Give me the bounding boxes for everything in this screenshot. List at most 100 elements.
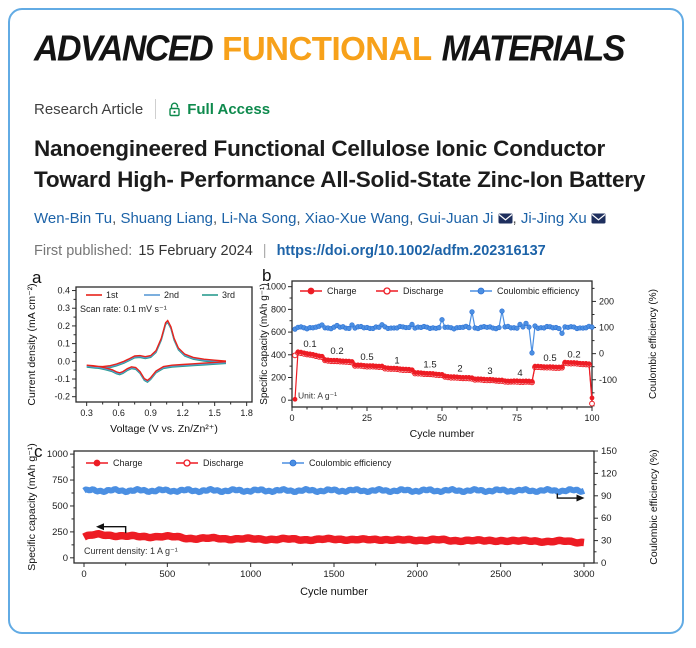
svg-text:0: 0: [81, 569, 86, 580]
article-card: ADVANCED FUNCTIONAL MATERIALS Research A…: [8, 8, 684, 634]
author-separator: ,: [112, 210, 121, 227]
svg-text:Scan rate: 0.1 mV s⁻¹: Scan rate: 0.1 mV s⁻¹: [80, 304, 167, 314]
svg-text:2: 2: [457, 363, 462, 374]
svg-text:Coulombic efficiency (%): Coulombic efficiency (%): [648, 289, 659, 399]
svg-text:Coulombic efficiency (%): Coulombic efficiency (%): [648, 449, 660, 564]
svg-text:2500: 2500: [490, 569, 511, 580]
svg-text:0: 0: [63, 553, 68, 564]
open-lock-icon: [169, 102, 180, 116]
article-title: Nanoengineered Functional Cellulose Ioni…: [34, 136, 646, 192]
svg-text:Specific capacity (mAh g⁻¹): Specific capacity (mAh g⁻¹): [26, 443, 38, 571]
svg-text:60: 60: [601, 513, 612, 524]
svg-text:Discharge: Discharge: [403, 286, 444, 296]
svg-text:Current density (mA cm⁻²): Current density (mA cm⁻²): [26, 283, 38, 405]
authors-line: Wen-Bin Tu, Shuang Liang, Li-Na Song, Xi…: [34, 209, 658, 230]
svg-text:500: 500: [52, 501, 68, 512]
logo-part-1: FUNCTIONAL: [222, 30, 432, 67]
doi-link[interactable]: https://doi.org/10.1002/adfm.202316137: [276, 243, 546, 259]
svg-text:1000: 1000: [266, 282, 286, 292]
svg-text:Charge: Charge: [113, 458, 143, 468]
published-date: 15 February 2024: [138, 243, 253, 259]
svg-text:Cycle number: Cycle number: [300, 586, 368, 598]
svg-text:30: 30: [601, 536, 612, 547]
author-separator: ,: [409, 210, 418, 227]
svg-text:-100: -100: [599, 375, 617, 385]
svg-text:100: 100: [584, 413, 599, 423]
figure-panel-a[interactable]: a 0.3 0.6 0.9 1.2 1.5 1.8 -0.2 -0.1 0.0 0.1 0.2 0.3 0…: [24, 267, 262, 445]
svg-text:1st: 1st: [106, 290, 119, 300]
email-icon[interactable]: [591, 210, 606, 230]
article-figure[interactable]: a 0.3 0.6 0.9 1.2 1.5 1.8 -0.2 -0.1 0.0 0.1 0.2 0.3 0…: [24, 267, 672, 607]
author-separator: ,: [296, 210, 305, 227]
svg-text:b: b: [262, 267, 271, 285]
author-link[interactable]: Xiao-Xue Wang: [304, 210, 410, 227]
svg-text:1500: 1500: [323, 569, 344, 580]
svg-text:0.2: 0.2: [57, 321, 70, 331]
figure-panel-c[interactable]: c 0 500 1000 1500 2000 2500 3000 0 250 500 750 1000 0…: [24, 441, 672, 607]
published-label: First published:: [34, 243, 133, 259]
svg-text:750: 750: [52, 475, 68, 486]
svg-text:1000: 1000: [240, 569, 261, 580]
svg-text:0.3: 0.3: [80, 408, 93, 418]
svg-text:0.3: 0.3: [57, 303, 70, 313]
svg-text:75: 75: [512, 413, 522, 423]
article-type-label: Research Article: [34, 100, 144, 118]
figure-panel-b[interactable]: b0 25 50 75 10002004006008001000-1000100200C…: [258, 267, 672, 445]
svg-text:0.1: 0.1: [303, 339, 316, 350]
svg-text:Coulombic efficiency: Coulombic efficiency: [497, 286, 580, 296]
svg-text:0: 0: [289, 413, 294, 423]
svg-text:150: 150: [601, 446, 617, 457]
svg-text:a: a: [32, 268, 42, 287]
svg-text:0.2: 0.2: [567, 349, 580, 360]
svg-text:0.6: 0.6: [112, 408, 125, 418]
svg-text:1.5: 1.5: [208, 408, 221, 418]
svg-text:3rd: 3rd: [222, 290, 235, 300]
svg-text:120: 120: [601, 468, 617, 479]
author-link[interactable]: Li-Na Song: [221, 210, 297, 227]
svg-text:1.8: 1.8: [240, 408, 253, 418]
svg-text:0.2: 0.2: [330, 346, 343, 357]
svg-text:25: 25: [362, 413, 372, 423]
meta-divider: [155, 99, 157, 119]
svg-text:800: 800: [271, 304, 286, 314]
svg-text:250: 250: [52, 527, 68, 538]
svg-text:0.1: 0.1: [57, 339, 70, 349]
svg-text:4: 4: [517, 368, 522, 379]
author-separator: ,: [213, 210, 222, 227]
published-separator: |: [262, 243, 267, 259]
author-link[interactable]: Wen-Bin Tu: [34, 210, 113, 227]
svg-text:2000: 2000: [407, 569, 428, 580]
svg-text:0.5: 0.5: [360, 352, 373, 363]
svg-text:1.5: 1.5: [423, 359, 436, 370]
meta-row: Research Article Full Access: [34, 99, 658, 119]
svg-text:0: 0: [281, 395, 286, 405]
email-icon[interactable]: [498, 210, 513, 230]
svg-text:0.9: 0.9: [144, 408, 157, 418]
full-access-label: Full Access: [187, 100, 271, 118]
svg-text:0.5: 0.5: [543, 353, 556, 364]
svg-text:200: 200: [271, 372, 286, 382]
logo-part-2: MATERIALS: [441, 29, 626, 69]
svg-text:90: 90: [601, 491, 612, 502]
svg-text:0.0: 0.0: [57, 356, 70, 366]
svg-text:Voltage (V vs. Zn/Zn²⁺): Voltage (V vs. Zn/Zn²⁺): [110, 423, 218, 435]
svg-text:0.4: 0.4: [57, 286, 70, 296]
svg-text:1.2: 1.2: [176, 408, 189, 418]
svg-text:Unit: A g⁻¹: Unit: A g⁻¹: [298, 390, 337, 400]
author-link[interactable]: Gui-Juan Ji: [417, 210, 494, 227]
svg-text:-0.2: -0.2: [54, 392, 70, 402]
svg-text:100: 100: [599, 323, 614, 333]
svg-text:Current density: 1 A g⁻¹: Current density: 1 A g⁻¹: [84, 546, 178, 556]
author-link[interactable]: Ji-Jing Xu: [520, 210, 587, 227]
svg-text:0: 0: [599, 349, 604, 359]
journal-logo: ADVANCED FUNCTIONAL MATERIALS: [34, 29, 658, 69]
svg-text:Charge: Charge: [327, 286, 357, 296]
author-link[interactable]: Shuang Liang: [120, 210, 214, 227]
svg-text:3: 3: [487, 366, 492, 377]
svg-text:600: 600: [271, 327, 286, 337]
published-row: First published: 15 February 2024 | http…: [34, 243, 658, 259]
svg-text:c: c: [34, 442, 43, 461]
svg-text:500: 500: [159, 569, 175, 580]
svg-text:Coulombic efficiency: Coulombic efficiency: [309, 458, 392, 468]
full-access-link[interactable]: Full Access: [168, 101, 270, 118]
